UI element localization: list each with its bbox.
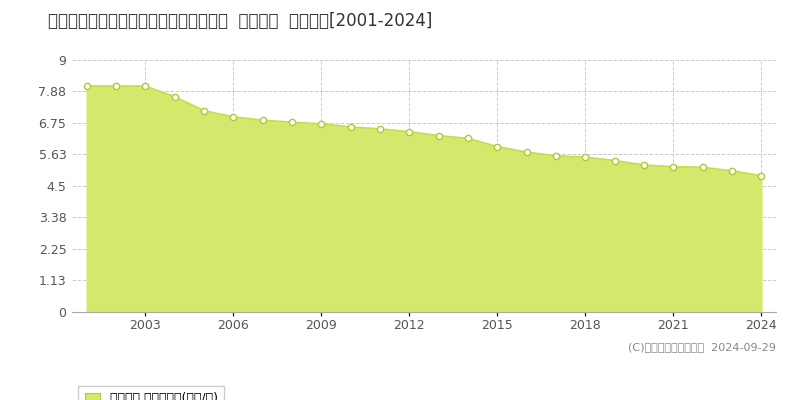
Legend: 基準地価 平均坪単価(万円/坪): 基準地価 平均坪単価(万円/坪): [78, 386, 224, 400]
Text: 鳥取県鳥取市久末字東土居２１７番１外  基準地価  地価推移[2001-2024]: 鳥取県鳥取市久末字東土居２１７番１外 基準地価 地価推移[2001-2024]: [48, 12, 432, 30]
Text: (C)土地価格ドットコム  2024-09-29: (C)土地価格ドットコム 2024-09-29: [628, 342, 776, 352]
